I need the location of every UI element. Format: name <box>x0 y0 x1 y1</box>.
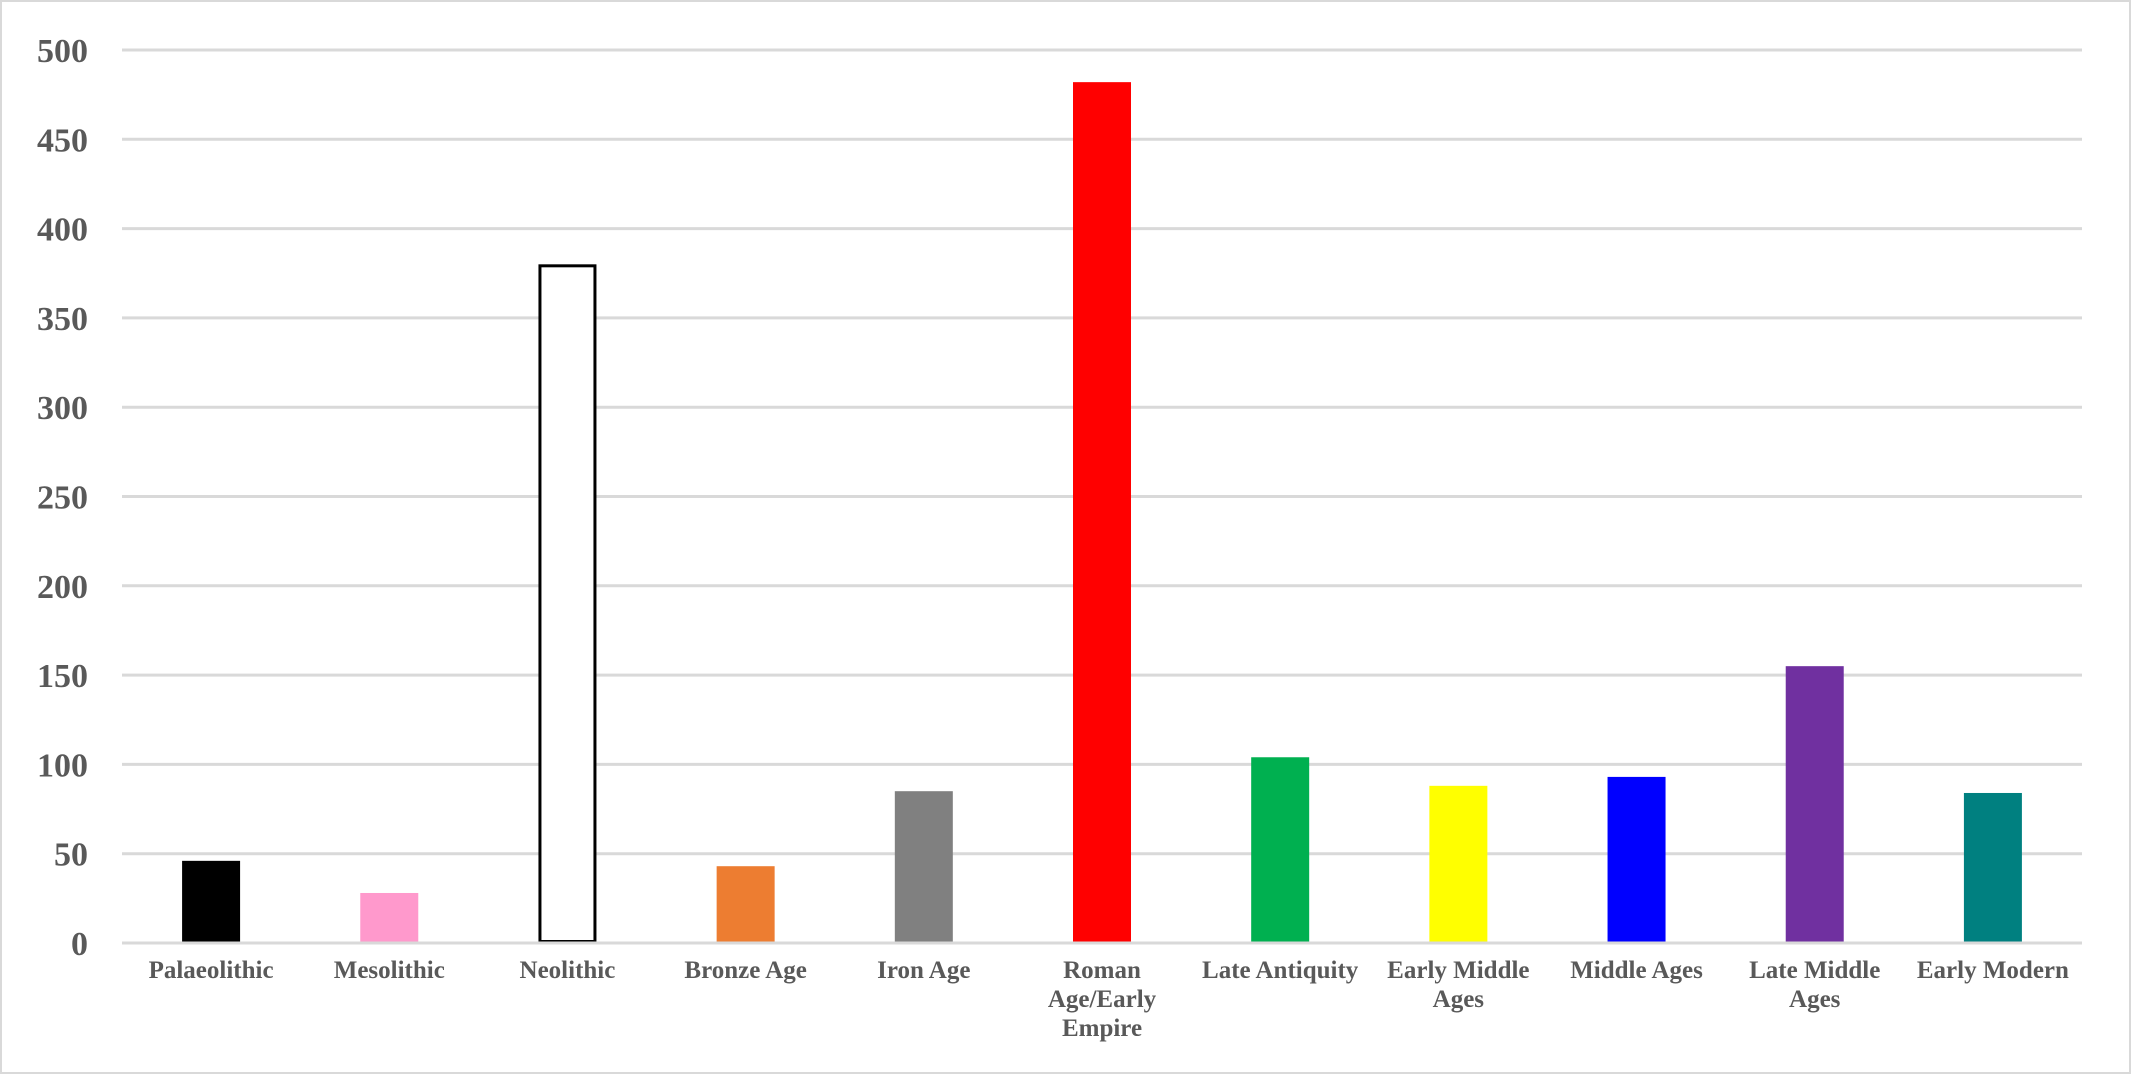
bar-early-middle-ages <box>1429 785 1488 943</box>
y-tick-label-400: 400 <box>37 212 88 249</box>
bar-late-antiquity <box>1251 757 1310 943</box>
y-tick-label-150: 150 <box>37 658 88 695</box>
y-tick-label-350: 350 <box>37 301 88 338</box>
y-tick-label-300: 300 <box>37 390 88 427</box>
x-tick-label-early-middle-ages: Early Middle Ages <box>1387 957 1529 1013</box>
y-tick-label-450: 450 <box>37 122 88 159</box>
x-tick-label-bronze-age: Bronze Age <box>684 957 806 984</box>
x-tick-label-palaeolithic: Palaeolithic <box>149 957 274 984</box>
y-tick-label-200: 200 <box>37 569 88 606</box>
y-axis-tick-labels: 0 50 100 150 200 250 300 350 400 450 500 <box>37 33 88 963</box>
y-tick-label-250: 250 <box>37 480 88 517</box>
bar-bronze-age <box>716 866 775 943</box>
x-tick-label-late-middle-ages: Late Middle Ages <box>1749 957 1880 1013</box>
x-tick-label-early-modern: Early Modern <box>1917 957 2069 984</box>
bar-neolithic <box>538 264 597 943</box>
bar-roman-age-early-empire <box>1073 82 1131 943</box>
bar-early-modern <box>1963 792 2022 943</box>
y-tick-label-500: 500 <box>37 33 88 70</box>
x-tick-label-roman-age-early-empire: Roman Age/Early Empire <box>1048 957 1157 1042</box>
x-tick-label-late-antiquity: Late Antiquity <box>1202 957 1359 984</box>
bars <box>182 82 2022 943</box>
x-tick-label-mesolithic: Mesolithic <box>334 957 445 984</box>
x-tick-label-iron-age: Iron Age <box>877 957 970 984</box>
y-tick-label-0: 0 <box>71 926 88 963</box>
y-tick-label-50: 50 <box>54 837 88 874</box>
bar-iron-age <box>894 791 953 943</box>
x-tick-label-middle-ages: Middle Ages <box>1570 957 1703 984</box>
y-tick-label-100: 100 <box>37 747 88 784</box>
bar-palaeolithic <box>182 860 241 943</box>
x-axis-tick-labels: Palaeolithic Mesolithic Neolithic Bronze Ag… <box>149 957 2069 1042</box>
x-tick-label-neolithic: Neolithic <box>520 957 616 984</box>
bar-mesolithic <box>360 892 419 943</box>
bar-middle-ages <box>1607 776 1666 943</box>
bar-late-middle-ages <box>1785 666 1844 943</box>
